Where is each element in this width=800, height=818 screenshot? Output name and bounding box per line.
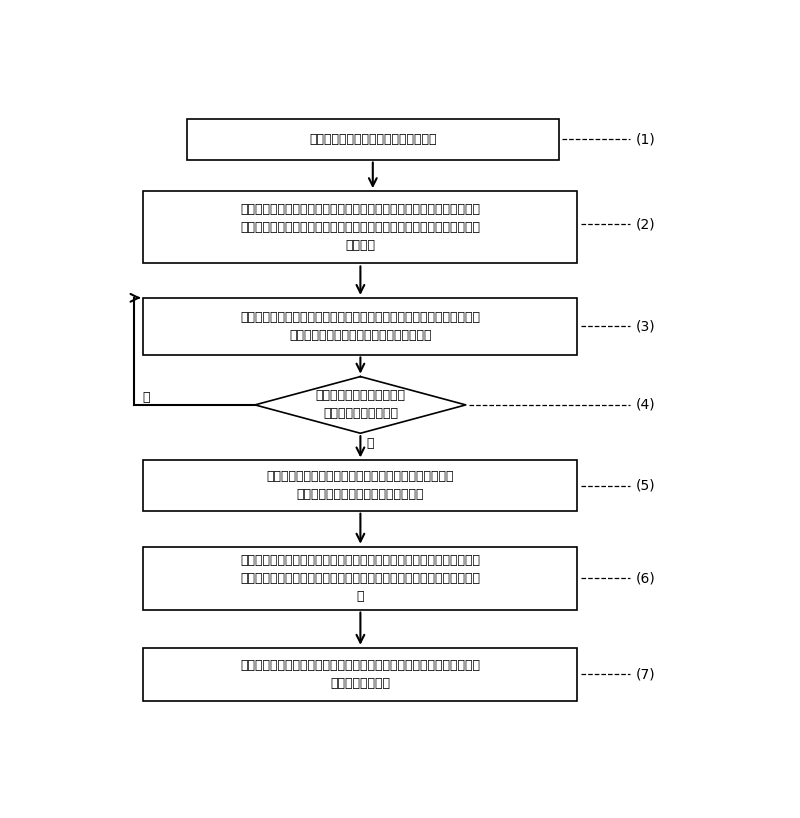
Text: (6): (6) [636, 571, 655, 585]
Text: (2): (2) [636, 217, 655, 231]
Bar [143, 648, 578, 701]
Bar [143, 546, 578, 609]
Text: 在时序反标文件中查找跨时钟域寄存器的位置，并把所述
跨时钟域寄存器的位置输出至一修改器: 在时序反标文件中查找跨时钟域寄存器的位置，并把所述 跨时钟域寄存器的位置输出至一… [266, 470, 454, 501]
Text: 是: 是 [366, 437, 374, 450]
Text: 列出设计中跨时钟域的寄存器层次路径: 列出设计中跨时钟域的寄存器层次路径 [309, 133, 437, 146]
Bar [143, 461, 578, 510]
Text: (7): (7) [636, 667, 655, 681]
Text: (1): (1) [636, 132, 655, 146]
Bar [143, 191, 578, 263]
Text: (5): (5) [636, 479, 655, 492]
Text: (4): (4) [636, 398, 655, 412]
Polygon shape [255, 376, 466, 434]
Text: 全部的跨时钟域寄存器的层
次路径都正确列举出来: 全部的跨时钟域寄存器的层 次路径都正确列举出来 [315, 389, 406, 420]
Text: (3): (3) [636, 319, 655, 333]
Text: 所述修改器接收所述查找器发送的跨时钟域寄存器在时序反标文件中的位
置，并清除跨时钟域寄存器的检查，输出处理后的时序反标文件至一仿真
器: 所述修改器接收所述查找器发送的跨时钟域寄存器在时序反标文件中的位 置，并清除跨时… [240, 554, 480, 603]
Bar [187, 119, 558, 160]
Bar [143, 298, 578, 354]
Text: 如果跨时钟域寄存器的层次路径不存在，则对照网表找出原始设计的跨时
钟域寄存器，更新跨时钟域寄存器层次路径: 如果跨时钟域寄存器的层次路径不存在，则对照网表找出原始设计的跨时 钟域寄存器，更… [240, 311, 480, 342]
Text: 否: 否 [142, 391, 150, 404]
Text: 在时序反标文件中检查跨时钟域寄存器的层次路径是否存在，确保设计中
的跨时钟域寄存器层次路径或跨时钟域寄存器名称与综合后网表中的层次
路径相同: 在时序反标文件中检查跨时钟域寄存器的层次路径是否存在，确保设计中 的跨时钟域寄存… [240, 203, 480, 252]
Text: 仿真器接收所述修改器发送的时序反标文件，将时序反标文件中的时序信
息反标回网表仿真: 仿真器接收所述修改器发送的时序反标文件，将时序反标文件中的时序信 息反标回网表仿… [240, 659, 480, 690]
